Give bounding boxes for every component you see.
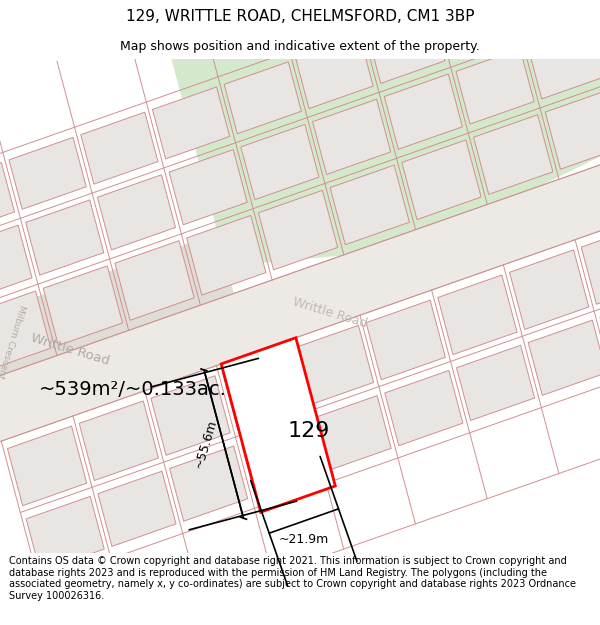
Polygon shape xyxy=(296,37,373,109)
Polygon shape xyxy=(511,0,588,33)
Polygon shape xyxy=(402,140,481,219)
Text: Map shows position and indicative extent of the property.: Map shows position and indicative extent… xyxy=(120,40,480,52)
Text: ~21.9m: ~21.9m xyxy=(279,532,329,546)
Polygon shape xyxy=(241,421,319,496)
Polygon shape xyxy=(98,471,176,546)
Text: ~55.6m: ~55.6m xyxy=(191,418,219,470)
Polygon shape xyxy=(528,320,600,395)
Polygon shape xyxy=(79,401,158,481)
Polygon shape xyxy=(169,149,247,225)
Polygon shape xyxy=(162,0,600,266)
Polygon shape xyxy=(151,376,230,456)
Polygon shape xyxy=(7,426,87,506)
Polygon shape xyxy=(115,241,194,320)
Polygon shape xyxy=(0,291,51,371)
Polygon shape xyxy=(97,175,176,250)
Polygon shape xyxy=(224,62,301,134)
Polygon shape xyxy=(43,266,122,346)
Polygon shape xyxy=(581,224,600,304)
Polygon shape xyxy=(0,162,14,234)
Polygon shape xyxy=(187,216,266,295)
Polygon shape xyxy=(313,396,391,471)
Polygon shape xyxy=(313,99,391,174)
Polygon shape xyxy=(9,138,86,209)
Polygon shape xyxy=(438,275,517,354)
Polygon shape xyxy=(26,496,104,571)
Text: ~539m²/~0.133ac.: ~539m²/~0.133ac. xyxy=(38,379,226,399)
Text: Writtle Road: Writtle Road xyxy=(29,331,111,368)
Polygon shape xyxy=(385,371,463,446)
Text: 129, WRITTLE ROAD, CHELMSFORD, CM1 3BP: 129, WRITTLE ROAD, CHELMSFORD, CM1 3BP xyxy=(126,9,474,24)
Polygon shape xyxy=(81,112,158,184)
Polygon shape xyxy=(439,0,517,58)
Polygon shape xyxy=(366,300,445,380)
Text: Contains OS data © Crown copyright and database right 2021. This information is : Contains OS data © Crown copyright and d… xyxy=(9,556,576,601)
Text: Writtle Road: Writtle Road xyxy=(292,296,369,331)
Polygon shape xyxy=(545,89,600,169)
Text: 129: 129 xyxy=(287,421,329,441)
Polygon shape xyxy=(509,250,589,329)
Polygon shape xyxy=(26,200,104,275)
Polygon shape xyxy=(456,49,534,124)
Polygon shape xyxy=(0,225,32,301)
Polygon shape xyxy=(223,351,302,430)
Polygon shape xyxy=(152,87,230,159)
Polygon shape xyxy=(295,326,374,405)
Text: Milburn Crescent: Milburn Crescent xyxy=(0,304,27,379)
Polygon shape xyxy=(368,11,445,83)
Polygon shape xyxy=(384,74,463,149)
Polygon shape xyxy=(528,24,600,99)
Polygon shape xyxy=(457,345,535,421)
Polygon shape xyxy=(170,446,248,521)
Polygon shape xyxy=(473,115,553,194)
Polygon shape xyxy=(0,233,238,424)
Polygon shape xyxy=(259,190,338,270)
Polygon shape xyxy=(241,124,319,199)
Polygon shape xyxy=(0,139,600,468)
Polygon shape xyxy=(221,338,335,512)
Polygon shape xyxy=(330,165,409,245)
